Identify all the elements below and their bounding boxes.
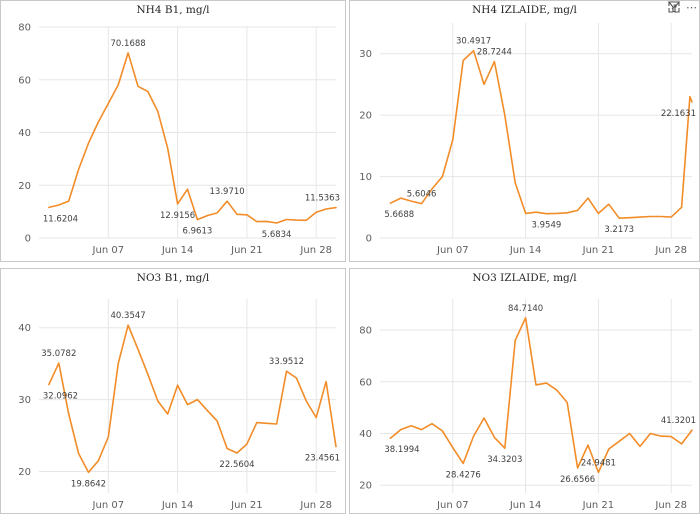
data-label: 26.6566 xyxy=(560,475,595,485)
chart-panel-no3-b1[interactable]: NO3 B1, mg/l 20 30 40 Jun 07 Jun 14 Jun 21 Jun… xyxy=(0,268,346,514)
visual-header-toolbar: ⋯ xyxy=(668,1,697,15)
x-tick-label: Jun 21 xyxy=(230,500,263,511)
chart-title: NH4 IZLAIDE, mg/l xyxy=(472,4,577,16)
data-label: 28.7244 xyxy=(477,48,512,58)
y-tick-label: 0 xyxy=(366,234,372,245)
y-tick-label: 20 xyxy=(359,111,372,122)
data-label: 34.3203 xyxy=(487,455,522,465)
data-label: 22.5604 xyxy=(219,460,254,470)
series-line xyxy=(48,324,337,474)
data-label: 5.6834 xyxy=(262,230,292,240)
x-tick-label: Jun 14 xyxy=(161,245,194,256)
data-label: 33.9512 xyxy=(269,357,304,367)
data-label: 23.4561 xyxy=(305,454,340,464)
series-line xyxy=(389,317,693,474)
chart-title: NO3 IZLAIDE, mg/l xyxy=(472,272,577,284)
data-label: 84.7140 xyxy=(508,304,543,314)
chart-title: NH4 B1, mg/l xyxy=(136,4,210,16)
chart-title: NO3 B1, mg/l xyxy=(136,272,210,284)
data-label: 19.8642 xyxy=(71,479,106,489)
y-tick-label: 20 xyxy=(18,181,31,192)
x-tick-label: Jun 14 xyxy=(161,500,194,511)
data-label: 70.1688 xyxy=(111,39,146,49)
chart-panel-no3-izlaide[interactable]: NO3 IZLAIDE, mg/l 20 40 60 80 Jun 07 Jun 14 Ju… xyxy=(349,268,700,514)
chart-plot[interactable]: 0 10 20 30 Jun 07 Jun 14 Jun 21 Jun 28 5.6688 5.6… xyxy=(350,1,700,263)
data-label: 3.9549 xyxy=(532,221,562,231)
chart-plot[interactable]: 20 40 60 80 Jun 07 Jun 14 Jun 21 Jun 28 38.1994 2… xyxy=(350,269,700,515)
x-tick-label: Jun 28 xyxy=(654,245,687,256)
y-tick-label: 80 xyxy=(18,23,31,34)
data-label: 32.0962 xyxy=(43,392,78,402)
series-line xyxy=(48,52,337,224)
x-tick-label: Jun 07 xyxy=(436,500,469,511)
data-label: 12.9156 xyxy=(160,211,195,221)
data-label: 41.3201 xyxy=(661,416,696,426)
y-tick-label: 40 xyxy=(18,323,31,334)
x-tick-label: Jun 21 xyxy=(230,245,263,256)
y-tick-label: 0 xyxy=(25,234,31,245)
data-label: 38.1994 xyxy=(384,445,419,455)
x-tick-label: Jun 14 xyxy=(509,500,542,511)
y-tick-label: 30 xyxy=(359,49,372,60)
y-tick-label: 40 xyxy=(18,128,31,139)
data-label: 24.9481 xyxy=(581,458,616,468)
data-label: 3.2173 xyxy=(604,225,634,235)
more-options-icon[interactable]: ⋯ xyxy=(686,1,697,14)
x-tick-label: Jun 28 xyxy=(299,245,332,256)
x-tick-label: Jun 21 xyxy=(582,500,615,511)
x-tick-label: Jun 14 xyxy=(509,245,542,256)
data-label: 35.0782 xyxy=(41,349,76,359)
chart-plot[interactable]: 20 30 40 Jun 07 Jun 14 Jun 21 Jun 28 32.0962 35.… xyxy=(1,269,347,515)
x-tick-label: Jun 07 xyxy=(436,245,469,256)
data-label: 22.1631 xyxy=(661,109,696,119)
data-label: 13.9710 xyxy=(210,187,245,197)
x-tick-label: Jun 07 xyxy=(92,245,125,256)
data-label: 30.4917 xyxy=(456,37,491,47)
y-tick-label: 10 xyxy=(359,172,372,183)
series-line xyxy=(389,49,693,219)
y-tick-label: 60 xyxy=(359,377,372,388)
data-label: 40.3547 xyxy=(111,311,146,321)
y-tick-label: 20 xyxy=(18,467,31,478)
y-tick-label: 30 xyxy=(18,395,31,406)
x-tick-label: Jun 07 xyxy=(92,500,125,511)
data-label: 28.4276 xyxy=(446,470,481,480)
chart-plot[interactable]: 0 20 40 60 80 Jun 07 Jun 14 Jun 21 Jun 28 11.6204… xyxy=(1,1,347,263)
x-tick-label: Jun 21 xyxy=(582,245,615,256)
data-label: 11.5363 xyxy=(305,194,340,204)
data-label: 5.6688 xyxy=(384,210,414,220)
y-tick-label: 60 xyxy=(18,75,31,86)
data-label: 11.6204 xyxy=(43,214,78,224)
chart-panel-nh4-izlaide[interactable]: NH4 IZLAIDE, mg/l ⋯ 0 10 20 30 Jun 07 Jun 14 J… xyxy=(349,0,700,262)
y-tick-label: 80 xyxy=(359,326,372,337)
x-tick-label: Jun 28 xyxy=(654,500,687,511)
y-tick-label: 40 xyxy=(359,429,372,440)
x-tick-label: Jun 28 xyxy=(299,500,332,511)
data-label: 5.6046 xyxy=(407,190,437,200)
chart-panel-nh4-b1[interactable]: NH4 B1, mg/l 0 20 40 60 80 Jun 07 Jun 14 Jun 21… xyxy=(0,0,346,262)
y-tick-label: 20 xyxy=(359,481,372,492)
data-label: 6.9613 xyxy=(183,227,213,237)
